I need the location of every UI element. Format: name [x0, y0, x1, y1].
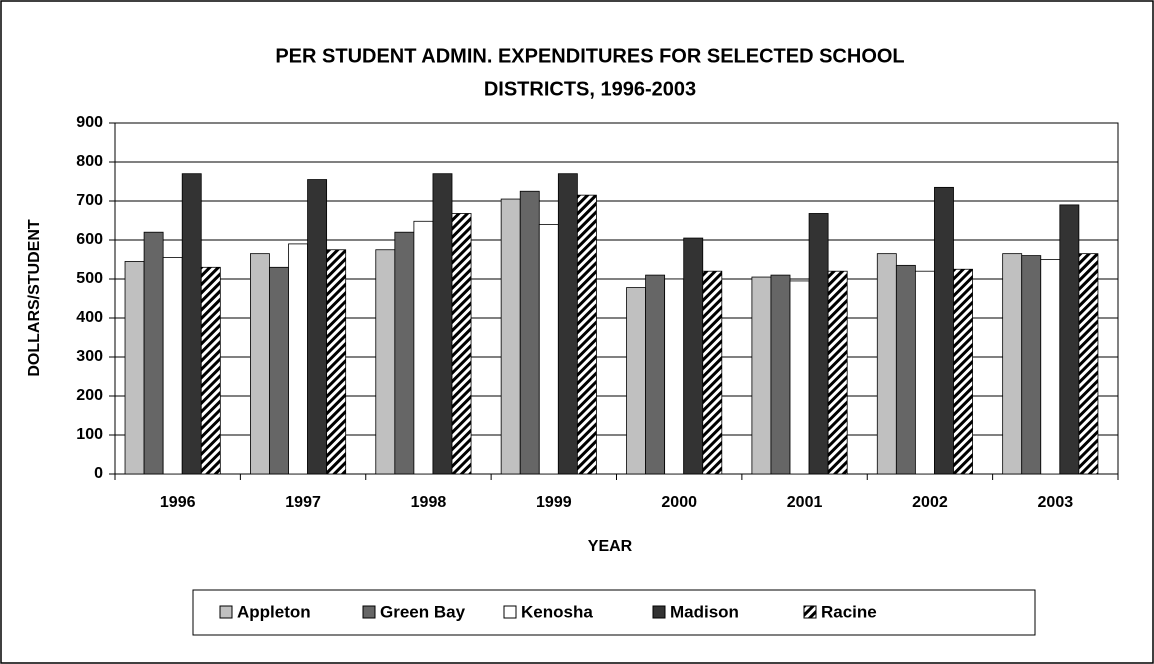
bar	[770, 274, 791, 475]
bar	[626, 287, 646, 475]
bar	[808, 213, 829, 475]
y-tick-label: 500	[76, 270, 103, 287]
y-tick-label: 200	[76, 387, 103, 404]
bar	[250, 253, 270, 475]
bar	[702, 270, 723, 475]
bar	[394, 231, 415, 475]
x-tick-label: 2000	[661, 494, 697, 511]
bar	[789, 280, 810, 475]
x-tick-label: 1999	[536, 494, 572, 511]
bar	[143, 231, 164, 475]
x-tick-label: 1996	[160, 494, 196, 511]
x-tick-label: 2001	[787, 494, 823, 511]
y-tick-label: 600	[76, 231, 103, 248]
legend-swatch	[503, 605, 517, 619]
bar	[827, 270, 848, 475]
bar	[1040, 259, 1061, 475]
y-tick-label: 0	[94, 465, 103, 482]
legend-label: Madison	[670, 602, 739, 621]
bar	[1078, 253, 1099, 475]
y-tick-label: 900	[76, 114, 103, 131]
x-tick-label: 1997	[285, 494, 321, 511]
chart-title: PER STUDENT ADMIN. EXPENDITURES FOR SELE…	[275, 45, 904, 67]
bar	[1002, 253, 1023, 475]
y-axis-title: DOLLARS/STUDENT	[26, 219, 43, 377]
legend-swatch	[362, 605, 376, 619]
y-tick-label: 400	[76, 309, 103, 326]
bar	[519, 190, 540, 475]
bar	[664, 278, 685, 475]
bar	[538, 223, 559, 475]
bar	[326, 249, 347, 475]
y-tick-label: 800	[76, 153, 103, 170]
x-tick-label: 2003	[1038, 494, 1074, 511]
bar	[288, 243, 308, 475]
bar	[876, 253, 897, 475]
bar	[953, 268, 973, 475]
legend-label: Racine	[821, 602, 877, 621]
bar	[162, 257, 183, 475]
legend-label: Kenosha	[521, 602, 593, 621]
legend	[192, 589, 1036, 636]
bar	[683, 237, 704, 475]
bar	[413, 220, 434, 475]
y-tick-label: 300	[76, 348, 103, 365]
bar	[307, 179, 328, 475]
bar	[375, 249, 396, 475]
bar	[914, 270, 935, 475]
bar	[269, 266, 289, 475]
bar	[557, 173, 578, 475]
y-tick-label: 100	[76, 426, 103, 443]
legend-swatch	[219, 605, 233, 619]
bar	[751, 276, 772, 475]
bar	[645, 274, 666, 475]
x-tick-label: 1998	[411, 494, 447, 511]
legend-label: Green Bay	[380, 602, 466, 621]
bar	[200, 266, 221, 475]
bar	[1059, 204, 1080, 475]
bar	[432, 173, 453, 475]
bar	[576, 194, 597, 475]
bar	[124, 261, 145, 475]
bar	[934, 186, 954, 475]
x-tick-label: 2002	[912, 494, 948, 511]
bar	[500, 198, 521, 475]
y-tick-label: 700	[76, 192, 103, 209]
bar	[181, 173, 202, 475]
bar	[1021, 255, 1042, 475]
legend-swatch	[803, 605, 817, 619]
legend-label: Appleton	[237, 602, 311, 621]
x-axis-title: YEAR	[588, 538, 633, 555]
chart-title: DISTRICTS, 1996-2003	[484, 78, 696, 100]
legend-swatch	[652, 605, 666, 619]
bar	[451, 213, 472, 475]
bar	[895, 264, 916, 475]
